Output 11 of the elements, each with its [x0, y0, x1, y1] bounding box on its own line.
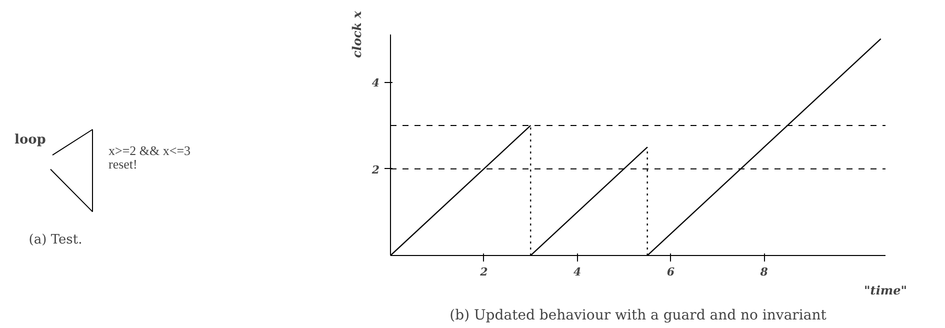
x-tick-label: 8 — [759, 266, 768, 278]
text: x>=2 && x<=3 — [108, 142, 191, 158]
x-tick-label: 2 — [479, 266, 488, 278]
x-axis-title: "time" — [864, 284, 907, 298]
x-tick-label: 6 — [666, 266, 675, 278]
text: (b) Updated behaviour with a guard and no invariant — [450, 308, 827, 324]
text: loop — [14, 132, 46, 148]
y-axis-title: clock x — [350, 10, 364, 58]
x-tick-label: 4 — [573, 266, 582, 278]
text: (a) Test. — [28, 232, 82, 248]
text: reset! — [108, 156, 138, 172]
